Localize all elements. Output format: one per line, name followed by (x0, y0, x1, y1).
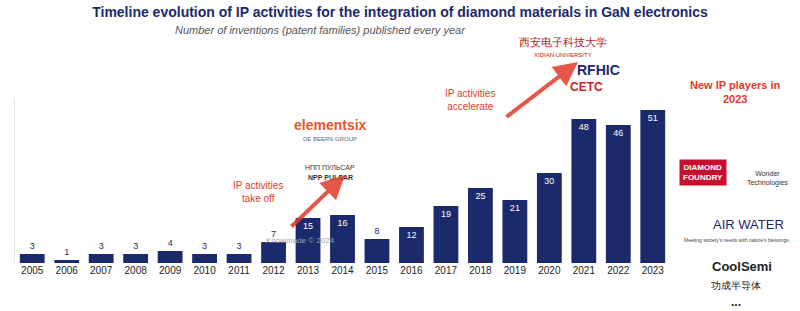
svg-text:2019: 2019 (504, 265, 527, 276)
svg-text:2008: 2008 (125, 265, 148, 276)
svg-text:3: 3 (133, 241, 138, 251)
svg-text:4: 4 (168, 238, 173, 248)
svg-text:8: 8 (374, 226, 379, 236)
svg-text:НПП ПУЛЬСАР: НПП ПУЛЬСАР (305, 164, 355, 171)
svg-text:2005: 2005 (21, 265, 44, 276)
svg-text:48: 48 (579, 122, 589, 132)
svg-text:西安电子科技大学: 西安电子科技大学 (519, 36, 607, 48)
svg-text:46: 46 (613, 128, 623, 138)
svg-text:2009: 2009 (159, 265, 182, 276)
svg-text:21: 21 (510, 203, 520, 213)
svg-text:2012: 2012 (262, 265, 285, 276)
svg-text:NPP PULSAR: NPP PULSAR (308, 174, 353, 181)
svg-text:1: 1 (64, 247, 69, 257)
svg-text:功成半导体: 功成半导体 (711, 280, 761, 291)
svg-text:2017: 2017 (435, 265, 458, 276)
svg-text:2013: 2013 (297, 265, 320, 276)
svg-text:7: 7 (271, 229, 276, 239)
svg-text:2011: 2011 (228, 265, 250, 276)
svg-text:2023: 2023 (642, 265, 665, 276)
svg-text:DE BEERS GROUP: DE BEERS GROUP (303, 136, 357, 142)
svg-text:IP activitiesaccelerate: IP activitiesaccelerate (445, 88, 495, 112)
svg-text:2018: 2018 (469, 265, 492, 276)
svg-text:3: 3 (99, 241, 104, 251)
svg-text:Number of inventions (patent f: Number of inventions (patent families) p… (175, 24, 466, 36)
svg-text:RFHIC: RFHIC (577, 62, 620, 78)
svg-text:16: 16 (337, 218, 347, 228)
svg-text:2010: 2010 (193, 265, 216, 276)
svg-text:XIDIAN UNIVERSITY: XIDIAN UNIVERSITY (534, 52, 592, 58)
svg-text:25: 25 (475, 191, 485, 201)
svg-text:2015: 2015 (366, 265, 389, 276)
svg-text:WonderTechnologies: WonderTechnologies (747, 170, 788, 187)
svg-text:2020: 2020 (538, 265, 561, 276)
svg-text:2021: 2021 (573, 265, 596, 276)
svg-text:3: 3 (202, 241, 207, 251)
svg-text:2022: 2022 (607, 265, 630, 276)
svg-text:2007: 2007 (90, 265, 113, 276)
svg-text:CETC: CETC (570, 80, 603, 94)
svg-text:DIAMONDFOUNDRY: DIAMONDFOUNDRY (683, 163, 723, 182)
svg-text:51: 51 (648, 113, 658, 123)
svg-text:CoolSemi: CoolSemi (712, 259, 772, 274)
svg-text:IP activitiestake off: IP activitiestake off (233, 180, 283, 204)
svg-text:...: ... (731, 295, 741, 309)
svg-text:Knowmade © 2024: Knowmade © 2024 (266, 236, 335, 245)
svg-text:2016: 2016 (400, 265, 423, 276)
svg-text:2006: 2006 (56, 265, 79, 276)
svg-text:12: 12 (406, 230, 416, 240)
svg-text:Timeline evolution of IP activ: Timeline evolution of IP activities for … (92, 4, 708, 20)
svg-text:15: 15 (303, 221, 313, 231)
svg-text:New IP players in2023: New IP players in2023 (690, 79, 781, 105)
svg-text:2014: 2014 (331, 265, 354, 276)
svg-text:Meeting society's needs with n: Meeting society's needs with nature's bl… (684, 237, 790, 243)
svg-text:AIR WATER: AIR WATER (713, 217, 784, 232)
svg-text:elementsix: elementsix (294, 117, 367, 133)
svg-text:19: 19 (441, 209, 451, 219)
svg-text:3: 3 (30, 241, 35, 251)
svg-text:3: 3 (237, 241, 242, 251)
svg-text:30: 30 (544, 176, 554, 186)
